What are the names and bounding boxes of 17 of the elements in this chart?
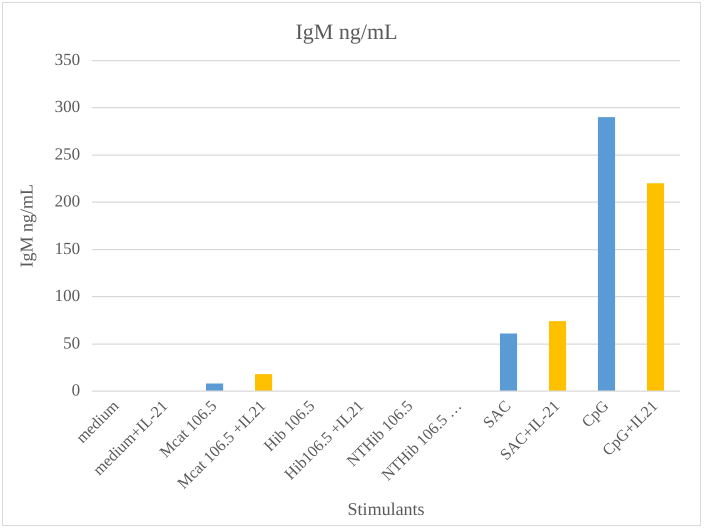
y-tick-label: 0 [72, 380, 80, 400]
bar [598, 117, 616, 390]
y-tick-label: 350 [54, 50, 80, 69]
bar [548, 321, 566, 390]
y-tick-label: 200 [54, 192, 80, 211]
bar [500, 333, 518, 390]
y-tick-label: 300 [54, 97, 80, 116]
x-axis-title: Stimulants [348, 498, 425, 519]
bar [206, 384, 224, 390]
y-tick-label: 50 [63, 333, 80, 352]
bar [255, 374, 272, 390]
y-tick-label: 150 [54, 238, 80, 258]
y-tick-label: 250 [54, 144, 80, 164]
y-tick-label: 100 [54, 286, 80, 306]
y-axis-title: IgM ng/mL [16, 184, 37, 268]
chart-title: IgM ng/mL [295, 18, 398, 44]
bar [646, 183, 664, 390]
